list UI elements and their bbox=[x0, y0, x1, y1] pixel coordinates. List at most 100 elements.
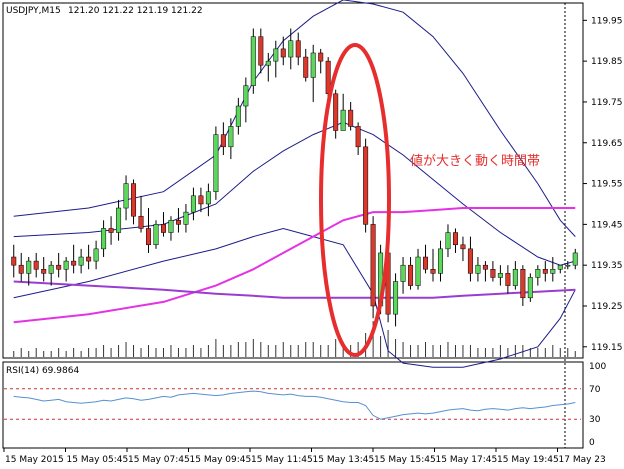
candle-body bbox=[415, 256, 421, 286]
x-tick-label: 15 May 17:45 bbox=[436, 455, 498, 465]
rsi-label: RSI(14) 69.9864 bbox=[6, 366, 79, 376]
candle-body bbox=[101, 228, 107, 250]
candle-body bbox=[437, 248, 443, 274]
candle-body bbox=[168, 220, 174, 233]
y-tick-label: 119.35 bbox=[591, 261, 623, 271]
candle-body bbox=[430, 269, 436, 274]
x-tick-label: 17 May 23 bbox=[559, 455, 606, 465]
main-pane-frame bbox=[2, 2, 584, 359]
candle-body bbox=[190, 195, 196, 213]
candle-body bbox=[48, 264, 54, 274]
rsi-level-label: 100 bbox=[589, 362, 606, 372]
candle-body bbox=[153, 224, 159, 246]
candle-body bbox=[243, 85, 249, 107]
candle-body bbox=[86, 256, 92, 262]
candle-body bbox=[340, 109, 346, 131]
candle-body bbox=[355, 126, 361, 148]
candle-body bbox=[116, 207, 122, 233]
candle-body bbox=[303, 56, 309, 78]
candle-body bbox=[527, 277, 533, 299]
y-tick-label: 119.85 bbox=[591, 57, 623, 67]
candle-body bbox=[490, 269, 496, 278]
candle-body bbox=[408, 264, 414, 286]
x-tick-label: 15 May 09:45 bbox=[190, 455, 252, 465]
rsi-pane: 100 70 30 0 bbox=[4, 362, 606, 448]
x-tick-label: 15 May 11:45 bbox=[251, 455, 313, 465]
x-tick-label: 15 May 13:45 bbox=[313, 455, 375, 465]
candle-body bbox=[258, 36, 264, 66]
candle-body bbox=[183, 211, 189, 225]
candle-body bbox=[475, 264, 481, 274]
candle-body bbox=[393, 281, 399, 315]
y-tick-label: 119.15 bbox=[591, 343, 623, 353]
annotation-text: 値が大きく動く時間帯 bbox=[410, 153, 540, 169]
candle-body bbox=[11, 256, 17, 266]
candle-body bbox=[131, 183, 137, 217]
candle-body bbox=[482, 264, 488, 270]
ma-slow-line bbox=[13, 280, 576, 299]
candle-body bbox=[250, 36, 256, 86]
y-tick-label: 119.45 bbox=[591, 220, 623, 230]
candle-body bbox=[18, 264, 24, 274]
symbol-label: USDJPY,M15 bbox=[6, 6, 61, 16]
candle-body bbox=[175, 220, 181, 225]
candle-body bbox=[71, 260, 77, 266]
candle-body bbox=[228, 126, 234, 148]
candle-body bbox=[512, 269, 518, 286]
x-tick-label: 15 May 07:45 bbox=[128, 455, 190, 465]
x-tick-label: 15 May 15:45 bbox=[374, 455, 436, 465]
x-tick-label: 15 May 19:45 bbox=[497, 455, 559, 465]
candle-body bbox=[370, 224, 376, 307]
candle-body bbox=[33, 260, 39, 270]
y-tick-label: 119.65 bbox=[591, 139, 623, 149]
candle-body bbox=[235, 105, 241, 127]
candle-body bbox=[265, 60, 271, 66]
candle-body bbox=[41, 269, 47, 274]
candle-body bbox=[138, 215, 144, 229]
rsi-pane-frame bbox=[2, 361, 584, 449]
candle-body bbox=[310, 52, 316, 78]
candle-body bbox=[26, 260, 32, 274]
y-tick-label: 119.95 bbox=[591, 16, 623, 26]
candle-body bbox=[108, 228, 114, 233]
rsi-level-label: 30 bbox=[589, 415, 601, 425]
candle-body bbox=[460, 244, 466, 250]
rsi-level-label: 0 bbox=[589, 438, 595, 448]
y-tick-label: 119.75 bbox=[591, 98, 623, 108]
candle-body bbox=[295, 40, 301, 58]
candle-body bbox=[123, 183, 129, 209]
candle-body bbox=[198, 195, 204, 205]
candle-body bbox=[325, 60, 331, 95]
highlight-ellipse bbox=[319, 43, 391, 357]
candle-body bbox=[423, 256, 429, 270]
candle-body bbox=[93, 248, 99, 262]
candle-body bbox=[505, 273, 511, 286]
candle-body bbox=[63, 260, 69, 270]
candle-body bbox=[56, 264, 62, 270]
y-axis: 119.95 119.85 119.75 119.65 119.55 119.45 119.… bbox=[583, 16, 623, 353]
candles bbox=[11, 28, 578, 327]
y-tick-label: 119.25 bbox=[591, 302, 623, 312]
rsi-line bbox=[13, 390, 576, 420]
candle-body bbox=[542, 269, 548, 274]
candle-body bbox=[520, 269, 526, 299]
candle-body bbox=[535, 269, 541, 278]
x-axis: 15 May 2015 15 May 05:45 15 May 07:45 15 Ma… bbox=[3, 448, 606, 465]
ma-fast-line bbox=[13, 207, 576, 324]
candle-body bbox=[280, 48, 286, 58]
candle-body bbox=[318, 52, 324, 62]
x-tick-label: 15 May 2015 bbox=[5, 455, 64, 465]
candle-body bbox=[400, 264, 406, 282]
candle-body bbox=[497, 273, 503, 278]
rsi-level-label: 70 bbox=[589, 385, 601, 395]
candle-body bbox=[467, 248, 473, 274]
x-tick-label: 15 May 05:45 bbox=[67, 455, 129, 465]
candle-body bbox=[273, 48, 279, 62]
candle-body bbox=[213, 134, 219, 192]
candle-body bbox=[550, 269, 556, 274]
candle-body bbox=[78, 256, 84, 266]
ohlc-label: 121.20 121.22 121.19 121.22 bbox=[68, 6, 203, 16]
y-tick-label: 119.55 bbox=[591, 180, 623, 190]
candle-body bbox=[220, 134, 226, 148]
